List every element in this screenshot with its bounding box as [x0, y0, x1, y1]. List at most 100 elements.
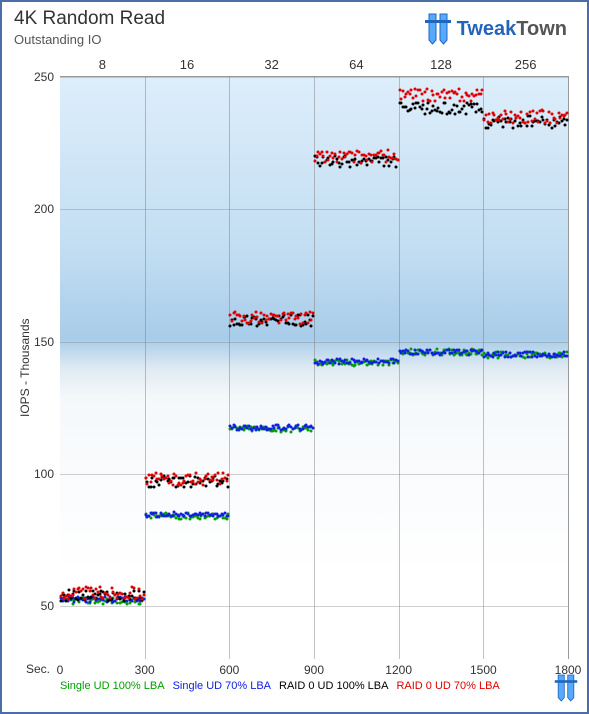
- data-point: [76, 598, 79, 601]
- y-tick-label: 100: [34, 467, 60, 481]
- data-point: [229, 314, 232, 317]
- data-point: [171, 515, 174, 518]
- data-point: [469, 99, 472, 102]
- data-point: [459, 110, 462, 113]
- data-point: [285, 428, 288, 431]
- data-point: [451, 108, 454, 111]
- data-point: [444, 102, 447, 105]
- data-point: [110, 587, 113, 590]
- data-point: [508, 351, 511, 354]
- data-point: [291, 312, 294, 315]
- data-point: [166, 474, 169, 477]
- data-point: [154, 511, 157, 514]
- data-point: [456, 104, 459, 107]
- data-point: [383, 165, 386, 168]
- data-point: [501, 125, 504, 128]
- data-point: [215, 478, 218, 481]
- data-point: [88, 590, 91, 593]
- data-point: [203, 515, 206, 518]
- data-point: [203, 478, 206, 481]
- data-point: [285, 319, 288, 322]
- data-point: [533, 117, 536, 120]
- brand-text: TweakTown: [457, 18, 567, 41]
- data-point: [525, 125, 528, 128]
- gridline-vertical: [399, 77, 400, 659]
- data-point: [359, 161, 362, 164]
- data-point: [205, 484, 208, 487]
- plot-area: 501001502002500300600900120015001800: [60, 76, 569, 659]
- top-category-label: 8: [99, 57, 106, 72]
- legend-item: Single UD 70% LBA: [173, 680, 271, 692]
- chart-container: 4K Random Read Outstanding IO TweakTown …: [0, 0, 589, 714]
- data-point: [102, 596, 105, 599]
- data-point: [225, 480, 228, 483]
- data-point: [481, 349, 484, 352]
- data-point: [437, 106, 440, 109]
- legend-item: RAID 0 UD 70% LBA: [396, 680, 499, 692]
- data-point: [83, 598, 86, 601]
- data-point: [207, 472, 210, 475]
- data-point: [193, 483, 196, 486]
- x-tick-label: 300: [135, 659, 155, 677]
- data-point: [322, 155, 325, 158]
- data-point: [476, 88, 479, 91]
- data-point: [423, 113, 426, 116]
- data-point: [384, 161, 387, 164]
- data-point: [171, 483, 174, 486]
- data-point: [93, 596, 96, 599]
- x-tick-label: 900: [304, 659, 324, 677]
- gridline-vertical: [483, 77, 484, 659]
- data-point: [518, 116, 521, 119]
- data-point: [489, 121, 492, 124]
- data-point: [256, 315, 259, 318]
- data-point: [142, 594, 145, 597]
- x-tick-label: 600: [219, 659, 239, 677]
- data-point: [396, 359, 399, 362]
- data-point: [191, 479, 194, 482]
- data-point: [471, 105, 474, 108]
- data-point: [144, 477, 147, 480]
- data-point: [422, 99, 425, 102]
- y-tick-label: 250: [34, 70, 60, 84]
- data-point: [405, 106, 408, 109]
- data-point: [425, 88, 428, 91]
- data-point: [352, 160, 355, 163]
- legend-item: RAID 0 UD 100% LBA: [279, 680, 388, 692]
- data-point: [88, 601, 91, 604]
- data-point: [388, 165, 391, 168]
- top-category-label: 128: [430, 57, 452, 72]
- data-point: [307, 322, 310, 325]
- data-point: [357, 150, 360, 153]
- data-point: [500, 113, 503, 116]
- data-point: [227, 485, 230, 488]
- data-point: [324, 161, 327, 164]
- data-point: [183, 485, 186, 488]
- data-point: [467, 94, 470, 97]
- data-point: [532, 351, 535, 354]
- data-point: [537, 120, 540, 123]
- data-point: [152, 485, 155, 488]
- data-point: [566, 119, 569, 122]
- data-point: [364, 154, 367, 157]
- data-point: [479, 93, 482, 96]
- data-point: [149, 480, 152, 483]
- data-point: [349, 166, 352, 169]
- data-point: [371, 160, 374, 163]
- y-tick-label: 150: [34, 335, 60, 349]
- data-point: [390, 160, 393, 163]
- data-point: [127, 597, 130, 600]
- data-point: [395, 165, 398, 168]
- top-category-label: 256: [515, 57, 537, 72]
- data-point: [180, 518, 183, 521]
- data-point: [462, 99, 465, 102]
- data-point: [344, 358, 347, 361]
- data-point: [340, 158, 343, 161]
- data-point: [81, 593, 84, 596]
- gridline-vertical: [145, 77, 146, 659]
- data-point: [428, 348, 431, 351]
- data-point: [290, 430, 293, 433]
- data-point: [154, 472, 157, 475]
- data-point: [520, 110, 523, 113]
- data-point: [564, 124, 567, 127]
- data-point: [388, 364, 391, 367]
